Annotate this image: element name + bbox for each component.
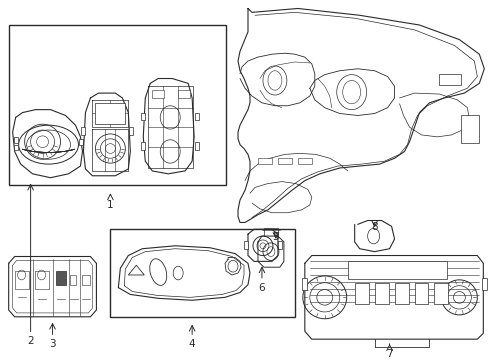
Bar bbox=[277, 241, 281, 249]
Bar bbox=[439, 74, 461, 85]
Text: 8: 8 bbox=[370, 222, 377, 233]
Text: 1: 1 bbox=[107, 200, 114, 210]
Text: 6: 6 bbox=[258, 283, 264, 293]
Text: 5: 5 bbox=[272, 232, 279, 242]
Bar bbox=[394, 283, 407, 304]
Bar bbox=[244, 241, 247, 249]
Bar bbox=[129, 127, 133, 135]
Bar bbox=[15, 271, 29, 289]
Bar bbox=[95, 103, 125, 124]
Bar bbox=[70, 275, 76, 285]
Bar bbox=[178, 90, 190, 98]
Bar bbox=[81, 127, 85, 135]
Bar bbox=[297, 158, 311, 164]
Bar bbox=[354, 283, 368, 304]
Bar bbox=[301, 278, 306, 289]
Bar bbox=[56, 271, 65, 285]
Bar bbox=[35, 271, 48, 289]
Bar bbox=[195, 142, 199, 149]
Bar bbox=[258, 158, 271, 164]
Bar bbox=[347, 261, 447, 279]
Text: 4: 4 bbox=[188, 339, 195, 349]
Bar bbox=[141, 142, 145, 149]
Bar bbox=[481, 278, 487, 289]
Bar bbox=[414, 283, 427, 304]
Bar bbox=[374, 283, 388, 304]
Bar bbox=[14, 137, 18, 143]
Bar bbox=[152, 90, 164, 98]
Text: 7: 7 bbox=[386, 349, 392, 359]
Bar bbox=[277, 158, 291, 164]
Bar bbox=[141, 113, 145, 120]
Bar bbox=[14, 145, 18, 150]
Bar bbox=[195, 113, 199, 120]
Bar bbox=[82, 275, 90, 285]
Bar bbox=[461, 116, 478, 143]
Bar bbox=[433, 283, 447, 304]
Bar bbox=[80, 139, 83, 145]
Text: 2: 2 bbox=[27, 336, 34, 346]
Bar bbox=[9, 25, 225, 185]
Bar bbox=[110, 229, 294, 317]
Text: 3: 3 bbox=[49, 339, 56, 349]
